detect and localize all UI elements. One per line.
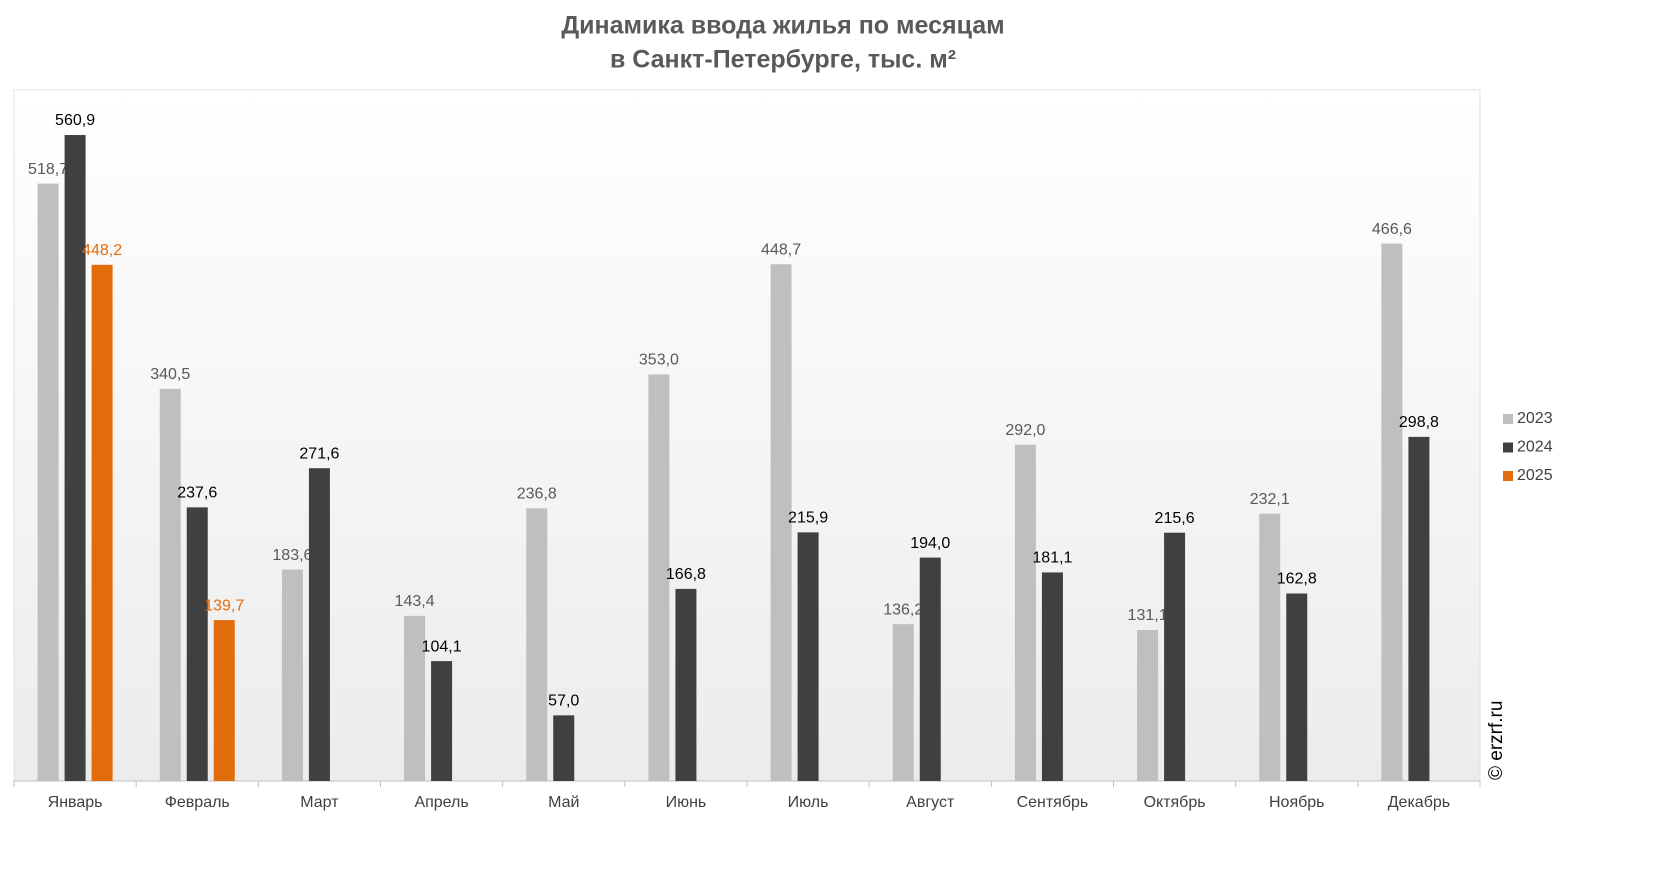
bar: [1381, 243, 1403, 782]
x-tick-label: Сентябрь: [1017, 794, 1089, 811]
data-label: 232,1: [1250, 491, 1290, 508]
plot-area: [13, 89, 1481, 782]
bar: [648, 374, 670, 781]
bar: [797, 532, 819, 781]
bar: [1041, 572, 1063, 781]
data-label: 194,0: [910, 535, 950, 552]
data-label: 136,2: [883, 601, 923, 618]
x-tick-label: Декабрь: [1388, 794, 1450, 811]
legend-swatch: [1503, 471, 1513, 481]
data-label: 353,0: [639, 352, 679, 369]
legend-swatch: [1503, 442, 1513, 453]
data-label: 237,6: [177, 485, 217, 502]
bar: [159, 388, 181, 781]
bar: [404, 615, 426, 781]
data-label: 466,6: [1372, 221, 1412, 238]
bar: [213, 620, 235, 781]
data-label: 183,6: [272, 547, 312, 564]
data-label: 560,9: [55, 112, 95, 129]
legend-label: 2023: [1517, 410, 1553, 427]
bar: [1014, 444, 1036, 781]
legend-label: 2024: [1517, 439, 1553, 456]
data-label: 236,8: [517, 486, 557, 503]
data-label: 131,1: [1128, 607, 1168, 624]
x-tick-label: Август: [906, 794, 955, 811]
bar: [1408, 436, 1430, 781]
x-tick-label: Май: [548, 794, 579, 811]
bar: [770, 264, 792, 781]
data-label: 143,4: [395, 593, 435, 610]
legend-swatch: [1503, 414, 1513, 424]
bar: [553, 715, 575, 781]
x-tick-label: Июль: [788, 794, 829, 811]
bar: [186, 507, 208, 781]
legend-label: 2025: [1517, 467, 1553, 484]
data-label: 139,7: [204, 597, 244, 614]
bar: [281, 569, 303, 781]
bar: [91, 264, 113, 781]
x-tick-label: Июнь: [666, 794, 707, 811]
data-label: 104,1: [422, 638, 462, 655]
bar: [1137, 630, 1159, 781]
data-label: 292,0: [1005, 422, 1045, 439]
bar: [308, 468, 330, 781]
bar: [919, 557, 941, 781]
bar: [675, 588, 697, 781]
chart-title: Динамика ввода жилья по месяцам: [561, 12, 1004, 40]
bar: [64, 135, 86, 782]
data-label: 340,5: [150, 366, 190, 383]
bar: [892, 624, 914, 781]
data-label: 215,6: [1155, 510, 1195, 527]
bar: [1259, 513, 1281, 781]
data-label: 215,9: [788, 510, 828, 527]
data-label: 298,8: [1399, 414, 1439, 431]
source: © erzrf.ru: [1486, 701, 1507, 780]
bar: [526, 508, 548, 781]
data-label: 518,7: [28, 161, 68, 178]
chart-title: в Санкт-Петербурге, тыс. м²: [610, 46, 956, 74]
x-tick-label: Февраль: [165, 794, 230, 811]
x-tick-label: Ноябрь: [1269, 794, 1325, 811]
data-label: 271,6: [299, 445, 339, 462]
x-tick-label: Октябрь: [1144, 794, 1206, 811]
x-tick-label: Январь: [48, 794, 103, 811]
bar: [431, 661, 453, 781]
bar: [37, 183, 59, 781]
data-label: 448,2: [82, 242, 122, 259]
bar: [1164, 532, 1186, 781]
data-label: 57,0: [548, 693, 579, 710]
bar: [1286, 593, 1308, 781]
x-tick-label: Март: [300, 794, 339, 811]
data-label: 181,1: [1032, 550, 1072, 567]
data-label: 448,7: [761, 241, 801, 258]
x-tick-label: Апрель: [414, 794, 468, 811]
data-label: 162,8: [1277, 571, 1317, 588]
data-label: 166,8: [666, 566, 706, 583]
